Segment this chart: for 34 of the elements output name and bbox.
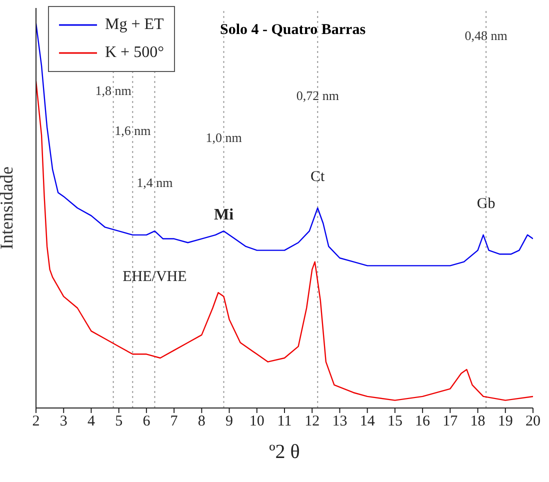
legend-label: K + 500° [105, 43, 164, 63]
x-tick-label: 16 [415, 414, 431, 430]
x-tick-label: 17 [442, 414, 458, 430]
x-tick-label: 14 [360, 414, 376, 430]
x-tick-label: 15 [387, 414, 402, 430]
annotation: EHE/VHE [122, 269, 187, 286]
x-tick-label: 8 [198, 414, 206, 430]
ref-line-label: 1,4 nm [136, 175, 173, 190]
x-tick-label: 4 [87, 414, 96, 430]
x-tick-label: 10 [249, 414, 264, 430]
chart-title: Solo 4 - Quatro Barras [220, 22, 366, 39]
x-tick-label: 20 [526, 414, 540, 430]
x-tick-label: 6 [142, 414, 151, 430]
ref-line-label: 0,72 nm [296, 88, 339, 103]
annotation: Ct [310, 169, 326, 186]
x-tick-label: 11 [277, 414, 292, 430]
x-tick-label: 2 [32, 414, 40, 430]
x-tick-label: 13 [332, 414, 348, 430]
ref-line-label: 1,8 nm [95, 83, 132, 98]
x-tick-label: 5 [115, 414, 123, 430]
x-tick-label: 18 [470, 414, 486, 430]
x-tick-label: 19 [498, 414, 513, 430]
legend-label: Mg + ET [105, 15, 164, 35]
annotation: Gb [476, 196, 496, 212]
x-tick-label: 3 [60, 414, 68, 430]
x-tick-label: 12 [304, 414, 320, 430]
annotation: Mi [214, 206, 234, 224]
x-tick-label: 7 [170, 414, 178, 430]
ref-line-label: 1,6 nm [114, 123, 151, 138]
y-axis-title: Intensidade [0, 166, 16, 250]
ref-line-label: 1,0 nm [206, 130, 242, 145]
ref-line-label: 0,48 nm [464, 28, 508, 43]
x-axis-title: º2 θ [269, 441, 300, 464]
x-tick-label: 9 [226, 414, 234, 430]
